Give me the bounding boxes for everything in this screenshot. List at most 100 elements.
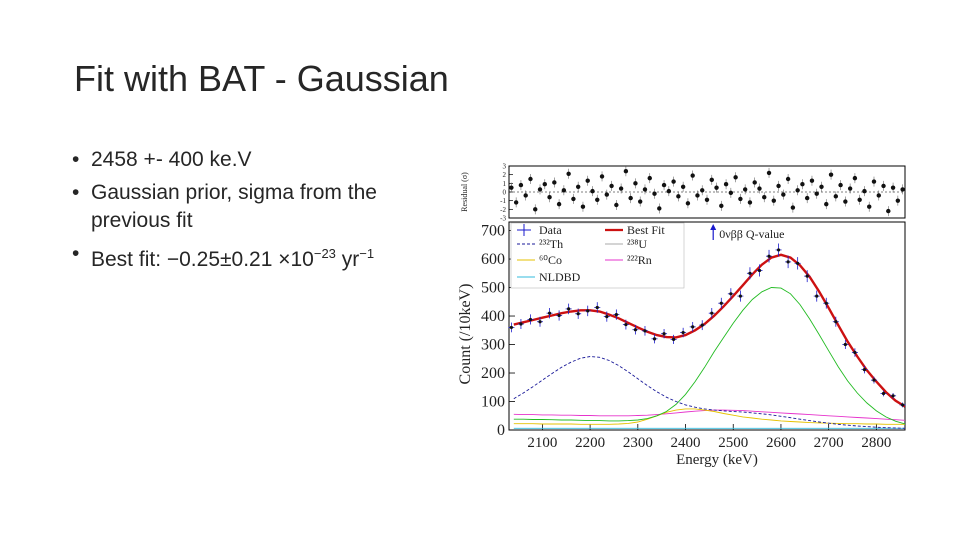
bullet-list: • 2458 +- 400 ke.V • Gaussian prior, sig… — [72, 146, 422, 279]
data-point — [738, 294, 742, 298]
legend-label: ²³²Th — [539, 237, 563, 251]
residual-tick-label: 0 — [503, 189, 507, 197]
data-point — [614, 313, 618, 317]
residual-point — [542, 182, 547, 187]
residual-point — [723, 182, 729, 187]
data-point — [595, 305, 599, 310]
data-point — [700, 323, 704, 327]
residual-point — [738, 196, 743, 202]
residual-point — [709, 177, 714, 183]
residual-point — [599, 174, 605, 179]
data-point — [547, 311, 552, 315]
data-point — [786, 260, 790, 264]
residual-point — [886, 208, 891, 214]
residual-point — [776, 183, 781, 189]
data-point — [805, 274, 809, 278]
y-tick-label: 600 — [481, 251, 505, 268]
data-point — [767, 254, 771, 258]
data-point — [815, 294, 819, 298]
residual-point — [609, 183, 614, 189]
residual-tick-label: -1 — [500, 197, 506, 205]
data-point — [748, 271, 752, 275]
bullet-best-fit: • Best fit: −0.25±0.21 ×10−23 yr−1 — [72, 240, 422, 274]
data-point — [672, 337, 676, 341]
residual-point — [680, 184, 686, 189]
legend-label: NLDBD — [539, 270, 581, 284]
data-point — [776, 248, 781, 252]
residual-point — [595, 197, 600, 202]
data-point — [662, 332, 666, 336]
data-point — [872, 378, 876, 382]
residual-tick-label: 3 — [503, 163, 507, 171]
legend-label: ²³⁸U — [627, 237, 647, 251]
curve-bestfit — [513, 253, 905, 408]
residual-point — [742, 187, 748, 192]
residual-point — [819, 184, 824, 189]
curve-th — [513, 356, 905, 429]
residual-point — [747, 200, 753, 205]
residual-point — [628, 195, 633, 201]
residual-point — [614, 202, 619, 208]
legend-label: ⁶⁰Co — [539, 253, 562, 267]
residual-tick-label: -3 — [500, 215, 506, 223]
residual-point — [528, 176, 533, 182]
bullet-prior: • Gaussian prior, sigma from the previou… — [72, 179, 422, 235]
y-tick-label: 400 — [481, 308, 505, 325]
data-point — [862, 367, 867, 372]
slide-title: Fit with BAT - Gaussian — [74, 58, 449, 99]
residual-point — [862, 188, 867, 194]
x-tick-label: 2200 — [575, 435, 605, 451]
y-tick-label: 0 — [497, 422, 505, 439]
residual-point — [518, 182, 524, 188]
residual-point — [585, 178, 590, 183]
residual-point — [838, 182, 843, 188]
data-point — [691, 325, 695, 329]
residual-point — [771, 198, 776, 203]
residual-point — [676, 194, 681, 199]
residual-point — [795, 188, 800, 193]
residual-point — [785, 176, 791, 182]
residual-point — [580, 204, 586, 209]
bullet-unit: yr — [335, 248, 360, 271]
residual-point — [638, 199, 643, 204]
residual-point — [843, 199, 848, 204]
q-value-arrowhead — [710, 224, 717, 230]
residual-point — [752, 180, 757, 185]
x-tick-label: 2100 — [527, 435, 557, 451]
residual-tick-label: -2 — [500, 206, 506, 214]
bullet-unit-exponent: −1 — [359, 246, 375, 261]
residual-point — [809, 178, 815, 183]
curve-u — [513, 287, 905, 425]
data-point — [567, 307, 571, 311]
residual-point — [661, 182, 667, 188]
y-tick-label: 500 — [481, 280, 505, 297]
residual-point — [824, 201, 829, 207]
data-point — [652, 337, 657, 341]
data-point — [901, 403, 905, 407]
residual-point — [847, 186, 853, 191]
residual-point — [695, 193, 700, 198]
bullet-dot: • — [72, 242, 80, 265]
x-tick-label: 2700 — [814, 435, 844, 451]
data-point — [729, 292, 733, 296]
fit-figure: 3 2 1 0 -1 -2 -3 Residual (σ) 0 100 200 300 400 500 60… — [450, 158, 920, 478]
residual-point — [566, 171, 571, 176]
bullet-text: 2458 +- 400 ke.V — [91, 148, 252, 171]
legend-box — [510, 222, 685, 289]
residual-point — [590, 188, 595, 194]
residual-point — [561, 188, 567, 193]
residual-point — [647, 175, 652, 181]
data-point — [719, 301, 723, 305]
residual-point — [728, 190, 734, 196]
residual-point — [857, 197, 862, 202]
bullet-exponent: −23 — [313, 246, 336, 261]
residual-point — [700, 188, 705, 193]
residual-point — [790, 205, 796, 210]
data-point — [519, 322, 523, 326]
residual-point — [804, 195, 810, 201]
residual-point — [623, 169, 629, 174]
data-point — [843, 342, 847, 347]
residual-point — [852, 175, 858, 181]
residual-tick-label: 2 — [503, 171, 507, 179]
residual-point — [523, 193, 528, 198]
